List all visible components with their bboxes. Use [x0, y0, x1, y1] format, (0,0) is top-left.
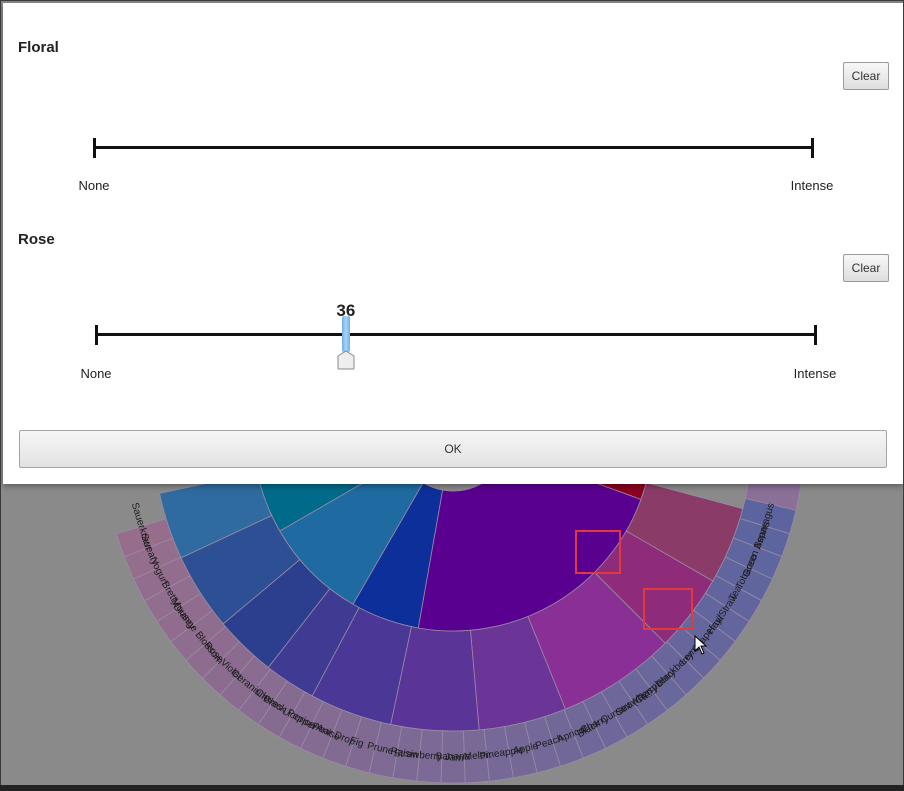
wheel-label: Raisin — [390, 746, 419, 761]
rose-section-title: Rose — [18, 231, 55, 248]
rose-max-label: Intense — [793, 366, 837, 381]
floral-slider-max-tick — [811, 138, 814, 158]
rose-slider-track[interactable] — [97, 333, 816, 336]
floral-max-label: Intense — [790, 178, 834, 193]
floral-section-title: Floral — [18, 39, 59, 56]
floral-min-label: None — [78, 178, 110, 193]
intensity-dialog: Floral Clear None Intense Rose Clear 36 … — [3, 3, 903, 484]
rose-slider-min-tick — [95, 325, 98, 345]
rose-slider-fill — [341, 316, 350, 352]
wheel-label: Banana — [436, 752, 471, 763]
rose-clear-button[interactable]: Clear — [843, 254, 889, 282]
wheel-label: Strawberry Jam — [393, 748, 464, 764]
mouse-cursor-icon — [694, 635, 708, 655]
rose-slider-value: 36 — [336, 301, 356, 320]
rose-slider-thumb[interactable] — [337, 350, 355, 370]
ok-button[interactable]: OK — [19, 430, 887, 468]
rose-min-label: None — [80, 366, 112, 381]
wheel-label: Fig — [348, 735, 365, 750]
floral-clear-button[interactable]: Clear — [843, 62, 889, 90]
wheel-label: Melon — [463, 750, 491, 763]
rose-slider-max-tick — [814, 325, 817, 345]
highlight-box-rose — [643, 588, 693, 630]
highlight-box-floral — [575, 530, 621, 574]
floral-slider-min-tick — [93, 138, 96, 158]
window-bottom-border — [0, 785, 904, 791]
floral-slider-track[interactable] — [95, 146, 813, 149]
